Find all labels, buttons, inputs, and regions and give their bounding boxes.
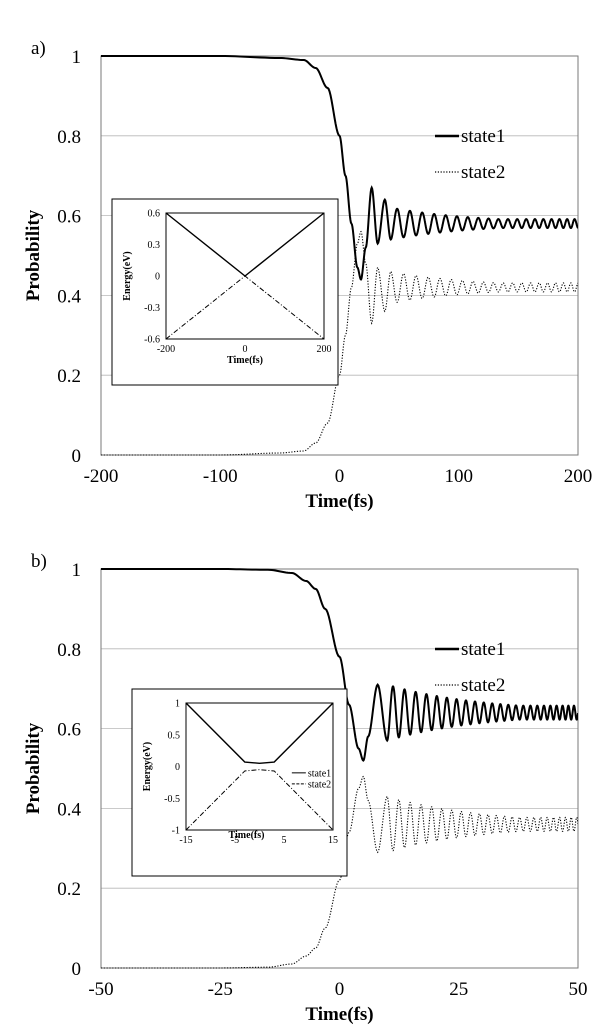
y-axis-label: Probability [23,722,44,814]
inset-xtick-label: 200 [317,344,332,355]
inset-background [111,198,339,386]
ytick-label: 0.2 [57,366,81,387]
ytick-label: 0.4 [57,286,81,307]
xtick-label: 200 [564,466,593,487]
inset-x-axis-label: Time(fs) [229,830,265,841]
inset-y-axis-label: Energy(eV) [122,251,133,300]
ytick-label: 0.8 [57,640,81,661]
chart-panel-b: b)00.20.40.60.81-50 -25 0 25 50Time(fs)Proba… [23,551,588,1025]
xtick-label: -25 [208,979,233,1000]
inset-xtick-label: -5 [231,835,239,846]
ytick-label: 0.6 [57,720,81,741]
legend-label-state1: state1 [461,126,505,147]
series-line-state1 [101,55,578,281]
x-axis-label: Time(fs) [305,491,373,512]
inset-series-line-state2 [165,275,325,340]
inset-ytick-label: 0.6 [148,209,161,220]
xtick-label: 25 [449,979,468,1000]
chart-panel-a: a) 0 0.2 0.4 0.6 0.8 1 -200 -100 0 100 200 Time(fs) P… [23,38,592,512]
inset-background [131,688,348,877]
series-line-state2 [101,775,578,969]
inset-ytick-label: 1 [175,699,180,710]
inset-ytick-label: 0.5 [168,730,181,741]
inset-frame [185,702,334,831]
legend-label-state2: state2 [461,162,505,183]
inset-series-line-state2 [185,769,334,831]
y-axis-label: Probability [23,209,44,301]
inset-xtick-label: 0 [243,344,248,355]
ytick-label: 0 [72,959,82,980]
ytick-label: 0.4 [57,799,81,820]
inset-xtick-label: 15 [328,835,338,846]
inset-ytick-label: 0.3 [148,240,161,251]
ytick-label: 0 [72,446,82,467]
inset-chart: 0.6 0.3 0 -0.3 -0.6-200 0 200 Time(fs) Energy(eV… [111,198,339,386]
plot-frame [100,55,579,456]
inset-series-line-state1 [185,702,334,765]
ytick-label: 1 [72,560,82,581]
series-line-state1 [101,568,578,762]
ytick-label: 0.8 [57,127,81,148]
inset-ytick-label: -1 [172,826,180,837]
inset-ytick-label: -0.5 [164,794,180,805]
inset-xtick-label: -200 [157,344,175,355]
xtick-label: -50 [88,979,113,1000]
xtick-label: -200 [84,466,119,487]
legend-label-state1: state1 [461,639,505,660]
panel-label: a) [31,38,46,59]
series-line-state2 [101,230,578,456]
inset-frame [165,212,325,340]
xtick-label: 100 [445,466,474,487]
plot-frame [100,568,579,969]
inset-ytick-label: 0 [155,272,160,283]
xtick-label: -100 [203,466,238,487]
inset-legend-label: state1 [308,768,331,779]
xtick-label: 50 [569,979,588,1000]
legend-label-state2: state2 [461,675,505,696]
inset-chart: 1 0.5 0 -0.5 -1-15 -5 5 15 Time(fs) Energy(eV) sta… [131,688,348,877]
xtick-label: 0 [335,979,345,1000]
inset-xtick-label: -15 [179,835,192,846]
ytick-label: 1 [72,47,82,68]
inset-ytick-label: -0.3 [144,303,160,314]
inset-xtick-label: 5 [282,835,287,846]
inset-legend-label: state2 [308,779,331,790]
x-axis-label: Time(fs) [305,1004,373,1025]
inset-ytick-label: -0.6 [144,335,160,346]
ytick-label: 0.2 [57,879,81,900]
ytick-label: 0.6 [57,207,81,228]
panel-label: b) [31,551,47,572]
xtick-label: 0 [335,466,345,487]
inset-x-axis-label: Time(fs) [227,355,263,366]
inset-ytick-label: 0 [175,762,180,773]
inset-y-axis-label: Energy(eV) [142,742,153,791]
